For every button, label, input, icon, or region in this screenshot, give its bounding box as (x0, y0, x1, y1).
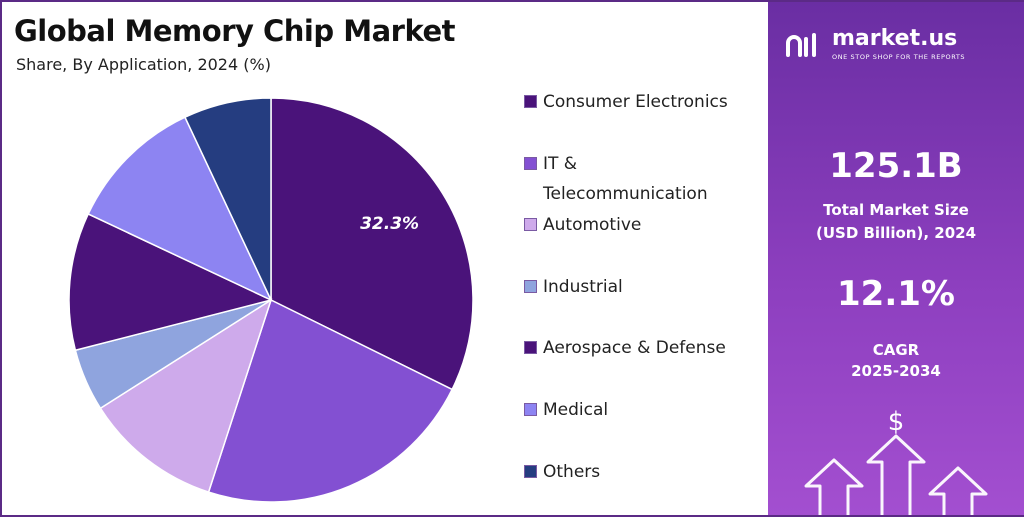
legend-swatch (524, 95, 537, 108)
legend-swatch (524, 341, 537, 354)
legend-swatch (524, 465, 537, 478)
growth-arrows-icon: $ (804, 407, 988, 515)
brand-name: market.us (832, 26, 958, 51)
legend-label-line: Others (543, 462, 601, 482)
dollar-sign-icon: $ (888, 407, 905, 437)
stats-panel: market.us ONE STOP SHOP FOR THE REPORTS … (768, 2, 1024, 515)
slice-value-label: 32.3% (360, 214, 419, 234)
legend-label-line: Aerospace & Defense (543, 338, 726, 358)
brand-logo: market.us ONE STOP SHOP FOR THE REPORTS (784, 28, 965, 61)
pie-slice-aerospace-defense (68, 212, 274, 352)
pie-slice-automotive (99, 298, 273, 494)
legend-label: Aerospace & Defense (543, 333, 763, 363)
legend-item: Industrial (524, 272, 763, 302)
pie-slice-it-telecommunication (207, 298, 454, 503)
legend-item: Medical (524, 395, 763, 425)
legend-label-line: Telecommunication (543, 184, 708, 204)
legend-label: Automotive (543, 210, 763, 240)
market-size-label-1: Total Market Size (823, 201, 969, 219)
legend-swatch (524, 280, 537, 293)
chart-panel: 32.3% Global Memory Chip Market Share, B… (2, 2, 768, 515)
legend-label: IT & Telecommunication (543, 149, 763, 209)
chart-title: Global Memory Chip Market (14, 14, 456, 48)
legend-label-line: IT & (543, 154, 578, 174)
legend-swatch (524, 403, 537, 416)
legend-label: Medical (543, 395, 763, 425)
legend-label: Consumer Electronics (543, 87, 763, 117)
brand-tagline: ONE STOP SHOP FOR THE REPORTS (832, 53, 966, 61)
market-us-logo-icon (786, 32, 816, 57)
cagr-label-1: CAGR (872, 341, 920, 359)
legend-item: Automotive (524, 210, 763, 240)
legend-label-line: Industrial (543, 277, 623, 297)
legend-label-line: Automotive (543, 215, 642, 235)
legend-label-line: Medical (543, 400, 609, 420)
legend-item: Aerospace & Defense (524, 333, 763, 363)
market-size-value: 125.1B (829, 146, 963, 186)
legend-swatch (524, 157, 537, 170)
pie-slice-medical (87, 116, 273, 302)
chart-subtitle: Share, By Application, 2024 (%) (16, 55, 271, 74)
legend-item: Others (524, 457, 763, 487)
legend-label: Industrial (543, 272, 763, 302)
pie-slice-consumer-electronics (270, 97, 474, 391)
legend-label: Others (543, 457, 763, 487)
legend-item: Consumer Electronics (524, 87, 763, 117)
market-size-label-2: (USD Billion), 2024 (815, 224, 977, 242)
pie-slice-others (183, 97, 272, 301)
cagr-value: 12.1% (837, 274, 955, 314)
legend-label-line: Consumer Electronics (543, 92, 728, 112)
legend-swatch (524, 218, 537, 231)
pie-chart: 32.3% (68, 97, 474, 503)
legend-item: IT & Telecommunication (524, 149, 763, 209)
cagr-label-2: 2025-2034 (851, 362, 941, 380)
